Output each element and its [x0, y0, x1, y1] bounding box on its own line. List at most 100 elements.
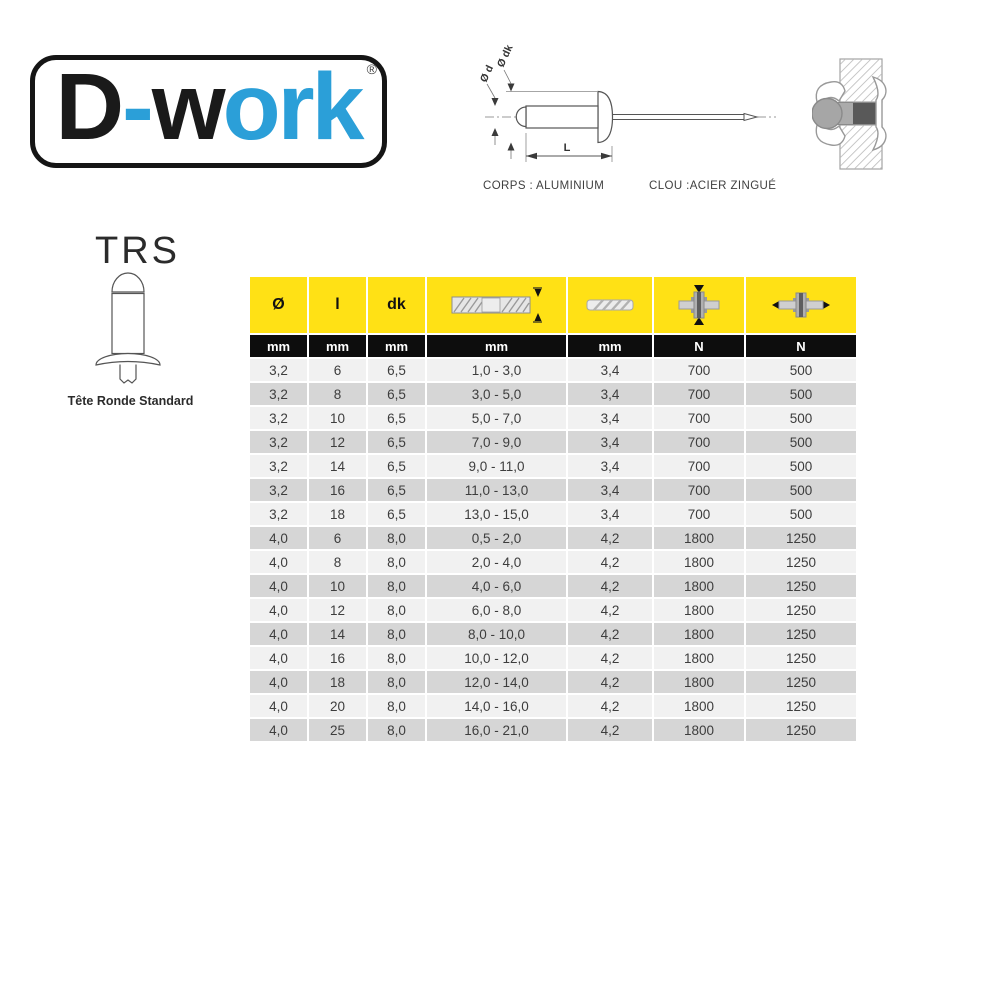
spec-cell: 1250 — [746, 695, 856, 717]
logo-letter-d: D — [55, 54, 125, 160]
col-header-tensile — [746, 277, 856, 333]
col-header-grip — [427, 277, 566, 333]
header-symbols-row: Ø l dk — [250, 277, 856, 333]
spec-cell: 16,0 - 21,0 — [427, 719, 566, 741]
mandrel-tip — [743, 112, 759, 122]
grip-range-icon — [451, 287, 542, 323]
spec-row: 4,0 18 8,0 12,0 - 14,0 4,2 1800 1250 — [250, 671, 856, 693]
spec-cell: 6,0 - 8,0 — [427, 599, 566, 621]
spec-cell: 4,2 — [568, 695, 652, 717]
spec-cell: 500 — [746, 503, 856, 525]
claw-bottom — [815, 124, 846, 146]
claw-top — [815, 81, 846, 103]
spec-cell: 1,0 - 3,0 — [427, 359, 566, 381]
spec-cell: 4,0 — [250, 623, 307, 645]
unit-cell: N — [654, 335, 744, 357]
spec-row: 3,2 16 6,5 11,0 - 13,0 3,4 700 500 — [250, 479, 856, 501]
dim-leader — [486, 83, 496, 99]
rivet-body — [525, 105, 599, 129]
spec-cell: 1250 — [746, 527, 856, 549]
spec-cell: 20 — [309, 695, 366, 717]
rivet-flange — [95, 352, 161, 366]
spec-cell: 10 — [309, 575, 366, 597]
spec-cell: 700 — [654, 455, 744, 477]
spec-cell: 10 — [309, 407, 366, 429]
spec-cell: 500 — [746, 431, 856, 453]
dim-arrow — [507, 83, 515, 92]
spec-cell: 8,0 — [368, 695, 425, 717]
spec-cell: 500 — [746, 359, 856, 381]
spec-cell: 2,0 - 4,0 — [427, 551, 566, 573]
spec-cell: 1250 — [746, 575, 856, 597]
dim-arrow — [491, 98, 499, 106]
label-length: L — [564, 142, 571, 154]
rivet-head-flange — [871, 75, 887, 152]
spec-row: 4,0 14 8,0 8,0 - 10,0 4,2 1800 1250 — [250, 623, 856, 645]
drill-bit-icon — [586, 299, 634, 311]
spec-cell: 8 — [309, 551, 366, 573]
spec-cell: 1800 — [654, 527, 744, 549]
spec-cell: 3,4 — [568, 431, 652, 453]
logo-letter-w: w — [151, 54, 226, 160]
col-header-length: l — [309, 277, 366, 333]
unit-cell: mm — [309, 335, 366, 357]
spec-row: 3,2 12 6,5 7,0 - 9,0 3,4 700 500 — [250, 431, 856, 453]
spec-cell: 4,0 — [250, 551, 307, 573]
spec-cell: 4,0 — [250, 671, 307, 693]
col-header-shear — [654, 277, 744, 333]
spec-cell: 500 — [746, 407, 856, 429]
dim-arrow — [507, 142, 515, 151]
unit-cell: mm — [368, 335, 425, 357]
spec-cell: 4,0 — [250, 719, 307, 741]
spec-cell: 700 — [654, 383, 744, 405]
spec-cell: 1800 — [654, 551, 744, 573]
rivet-flange — [597, 90, 614, 144]
spec-cell: 4,2 — [568, 527, 652, 549]
spec-row: 3,2 14 6,5 9,0 - 11,0 3,4 700 500 — [250, 455, 856, 477]
spec-cell: 6,5 — [368, 503, 425, 525]
spec-cell: 5,0 - 7,0 — [427, 407, 566, 429]
spec-row: 4,0 6 8,0 0,5 - 2,0 4,2 1800 1250 — [250, 527, 856, 549]
spec-cell: 8,0 — [368, 647, 425, 669]
spec-cell: 700 — [654, 431, 744, 453]
spec-cell: 1800 — [654, 719, 744, 741]
logo-hyphen: - — [122, 54, 154, 160]
spec-cell: 8 — [309, 383, 366, 405]
spec-cell: 1800 — [654, 623, 744, 645]
nail-material-label: CLOU :ACIER ZINGUÉ — [649, 180, 777, 192]
tensile-strength-icon — [772, 292, 830, 318]
dome-head — [111, 272, 145, 293]
spec-cell: 1800 — [654, 695, 744, 717]
spec-cell: 4,0 - 6,0 — [427, 575, 566, 597]
spec-cell: 1250 — [746, 671, 856, 693]
label-diameter-dk: Ø dk — [495, 43, 516, 69]
spec-cell: 6,5 — [368, 431, 425, 453]
spec-row: 4,0 20 8,0 14,0 - 16,0 4,2 1800 1250 — [250, 695, 856, 717]
spec-cell: 14,0 - 16,0 — [427, 695, 566, 717]
unit-cell: mm — [568, 335, 652, 357]
spec-row: 3,2 10 6,5 5,0 - 7,0 3,4 700 500 — [250, 407, 856, 429]
label-diameter-d: Ø d — [478, 63, 496, 84]
spec-cell: 25 — [309, 719, 366, 741]
spec-row: 3,2 18 6,5 13,0 - 15,0 3,4 700 500 — [250, 503, 856, 525]
spec-cell: 3,4 — [568, 407, 652, 429]
spec-row: 4,0 10 8,0 4,0 - 6,0 4,2 1800 1250 — [250, 575, 856, 597]
spec-cell: 3,2 — [250, 359, 307, 381]
spec-row: 3,2 6 6,5 1,0 - 3,0 3,4 700 500 — [250, 359, 856, 381]
brand-logo: D - w ork ® — [30, 55, 387, 168]
rivet-bulb — [812, 97, 843, 130]
spec-cell: 700 — [654, 407, 744, 429]
spec-row: 3,2 8 6,5 3,0 - 5,0 3,4 700 500 — [250, 383, 856, 405]
spec-cell: 4,2 — [568, 551, 652, 573]
rivet-dimension-diagram: Ø d Ø dk L — [478, 43, 776, 162]
spec-cell: 4,2 — [568, 575, 652, 597]
spec-table-body: 3,2 6 6,5 1,0 - 3,0 3,4 700 500 3,2 8 6,5 3,0 - 5,… — [250, 359, 856, 741]
spec-cell: 0,5 - 2,0 — [427, 527, 566, 549]
spec-cell: 8,0 — [368, 551, 425, 573]
spec-cell: 6,5 — [368, 359, 425, 381]
spec-cell: 700 — [654, 479, 744, 501]
dim-arrow — [526, 152, 537, 160]
spec-cell: 3,2 — [250, 455, 307, 477]
spec-cell: 12 — [309, 599, 366, 621]
spec-cell: 6,5 — [368, 479, 425, 501]
